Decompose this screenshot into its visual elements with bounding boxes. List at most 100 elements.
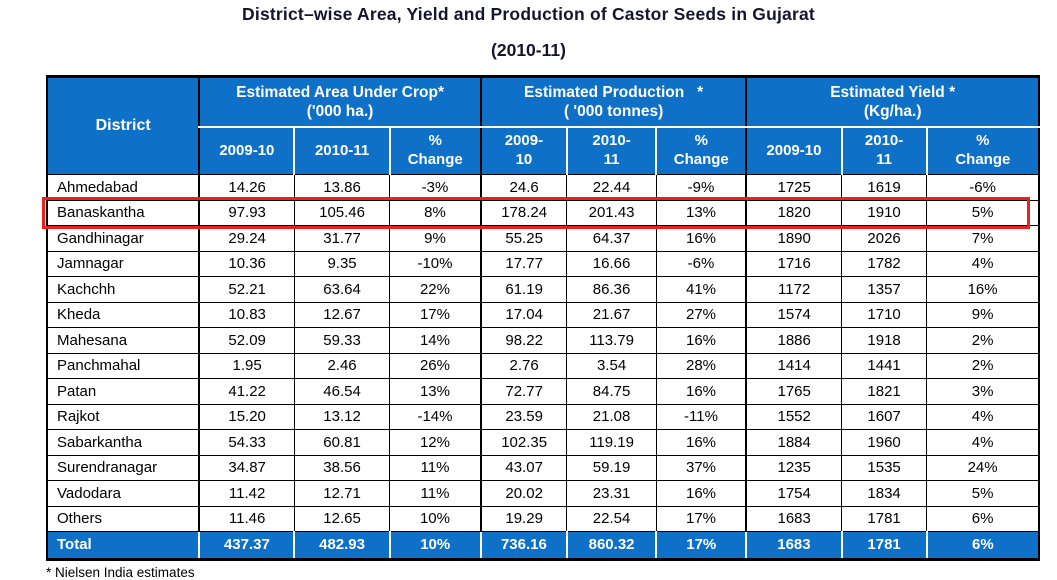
page-title: District–wise Area, Yield and Production… bbox=[242, 4, 815, 24]
value-cell: 98.22 bbox=[479, 327, 568, 354]
value-cell: 13% bbox=[389, 378, 482, 405]
table-row: Banaskantha 97.93 105.46 8% 178.24 201.43 13% 1… bbox=[46, 199, 1040, 226]
value-cell: 1172 bbox=[745, 276, 843, 303]
table-container: District Estimated Area Under Crop* ('000… bbox=[42, 75, 1040, 561]
table-total-row: Total 437.37 482.93 10% 736.16 860.32 17% 1683… bbox=[47, 531, 1039, 559]
value-cell: 9% bbox=[926, 301, 1040, 328]
value-cell: 11.42 bbox=[198, 480, 295, 507]
district-cell: Ahmedabad bbox=[46, 174, 200, 201]
value-cell: 12.67 bbox=[293, 301, 391, 328]
value-cell: 1574 bbox=[745, 301, 843, 328]
value-cell: 1235 bbox=[745, 454, 843, 481]
value-cell: 55.25 bbox=[479, 225, 568, 252]
group-subtitle-yield: (Kg/ha.) bbox=[863, 103, 922, 120]
table-row: Jamnagar 10.36 9.35 -10% 17.77 16.66 -6% 1716 17… bbox=[46, 250, 1040, 277]
value-cell: 1619 bbox=[841, 174, 928, 201]
district-cell: Patan bbox=[46, 378, 200, 405]
value-cell: 10% bbox=[389, 505, 482, 532]
value-cell: 4% bbox=[926, 250, 1040, 277]
table-row: Kheda 10.83 12.67 17% 17.04 21.67 27% 1574 1710 9… bbox=[46, 301, 1040, 328]
value-cell: 2% bbox=[926, 352, 1040, 379]
value-cell: 1781 bbox=[841, 505, 928, 532]
value-cell: 84.75 bbox=[566, 378, 657, 405]
value-cell: 17% bbox=[389, 301, 482, 328]
value-cell: 105.46 bbox=[293, 199, 391, 226]
value-cell: 113.79 bbox=[566, 327, 657, 354]
value-cell: 17.77 bbox=[479, 250, 568, 277]
value-cell: 1960 bbox=[841, 429, 928, 456]
value-cell: 178.24 bbox=[479, 199, 568, 226]
value-cell: 28% bbox=[655, 352, 747, 379]
value-cell: 12.65 bbox=[293, 505, 391, 532]
value-cell: 22% bbox=[389, 276, 482, 303]
castor-seeds-table: District Estimated Area Under Crop* ('000… bbox=[46, 75, 1040, 561]
value-cell: 3% bbox=[926, 378, 1040, 405]
col-header-production-2009-10: 2009- 10 bbox=[479, 127, 567, 175]
value-cell: 102.35 bbox=[479, 429, 568, 456]
value-cell: 16% bbox=[655, 480, 747, 507]
value-cell: 1820 bbox=[745, 199, 843, 226]
value-cell: 16% bbox=[655, 429, 747, 456]
footnote: * Nielsen India estimates bbox=[46, 564, 195, 580]
value-cell: 5% bbox=[926, 199, 1040, 226]
value-cell: 1716 bbox=[745, 250, 843, 277]
value-cell: 22.44 bbox=[566, 174, 657, 201]
value-cell: 119.19 bbox=[566, 429, 657, 456]
group-title-production: Estimated Production * bbox=[524, 83, 704, 101]
total-value-cell: 437.37 bbox=[198, 531, 295, 559]
value-cell: 11% bbox=[389, 454, 482, 481]
value-cell: 9% bbox=[389, 225, 482, 252]
value-cell: 41.22 bbox=[198, 378, 295, 405]
value-cell: -3% bbox=[389, 174, 482, 201]
value-cell: 1782 bbox=[841, 250, 928, 277]
value-cell: 16% bbox=[655, 225, 747, 252]
value-cell: 63.64 bbox=[293, 276, 391, 303]
value-cell: 43.07 bbox=[479, 454, 568, 481]
total-value-cell: 736.16 bbox=[479, 531, 567, 559]
value-cell: 7% bbox=[926, 225, 1040, 252]
value-cell: 1918 bbox=[841, 327, 928, 354]
district-cell: Gandhinagar bbox=[46, 225, 200, 252]
value-cell: 24.6 bbox=[479, 174, 568, 201]
column-header-district: District bbox=[47, 76, 200, 175]
table-row: Panchmahal 1.95 2.46 26% 2.76 3.54 28% 1414 1441… bbox=[46, 352, 1040, 379]
value-cell: 201.43 bbox=[566, 199, 657, 226]
value-cell: 4% bbox=[926, 429, 1040, 456]
col-header-production-2010-11: 2010- 11 bbox=[565, 127, 657, 175]
value-cell: 11.46 bbox=[198, 505, 295, 532]
value-cell: -14% bbox=[389, 403, 482, 430]
value-cell: 2% bbox=[926, 327, 1040, 354]
value-cell: 1834 bbox=[841, 480, 928, 507]
value-cell: 31.77 bbox=[293, 225, 391, 252]
value-cell: 52.09 bbox=[198, 327, 295, 354]
value-cell: 41% bbox=[655, 276, 747, 303]
table-row: Ahmedabad 14.26 13.86 -3% 24.6 22.44 -9% 1725 16… bbox=[46, 174, 1040, 201]
value-cell: 19.29 bbox=[479, 505, 568, 532]
value-cell: 1821 bbox=[841, 378, 928, 405]
value-cell: 17.04 bbox=[479, 301, 568, 328]
value-cell: 1607 bbox=[841, 403, 928, 430]
value-cell: 97.93 bbox=[198, 199, 295, 226]
value-cell: 1910 bbox=[841, 199, 928, 226]
value-cell: 12.71 bbox=[293, 480, 391, 507]
total-row: Total 437.37 482.93 10% 736.16 860.32 17% 1683… bbox=[47, 531, 1039, 559]
value-cell: 11% bbox=[389, 480, 482, 507]
value-cell: 23.59 bbox=[479, 403, 568, 430]
group-subtitle-area: ('000 ha.) bbox=[306, 103, 374, 120]
value-cell: 9.35 bbox=[293, 250, 391, 277]
total-label-cell: Total bbox=[47, 531, 200, 559]
district-cell: Sabarkantha bbox=[46, 429, 200, 456]
value-cell: 2.76 bbox=[479, 352, 568, 379]
value-cell: 20.02 bbox=[479, 480, 568, 507]
value-cell: 27% bbox=[655, 301, 747, 328]
total-value-cell: 6% bbox=[925, 531, 1039, 559]
table-body: Ahmedabad 14.26 13.86 -3% 24.6 22.44 -9% 1725 16… bbox=[46, 174, 1040, 532]
value-cell: -6% bbox=[655, 250, 747, 277]
value-cell: 24% bbox=[926, 454, 1040, 481]
col-header-area-2010-11: 2010-11 bbox=[293, 127, 390, 175]
table-row: Others 11.46 12.65 10% 19.29 22.54 17% 1683 1781… bbox=[46, 505, 1040, 532]
total-value-cell: 17% bbox=[655, 531, 747, 559]
value-cell: 29.24 bbox=[198, 225, 295, 252]
total-value-cell: 860.32 bbox=[565, 531, 657, 559]
